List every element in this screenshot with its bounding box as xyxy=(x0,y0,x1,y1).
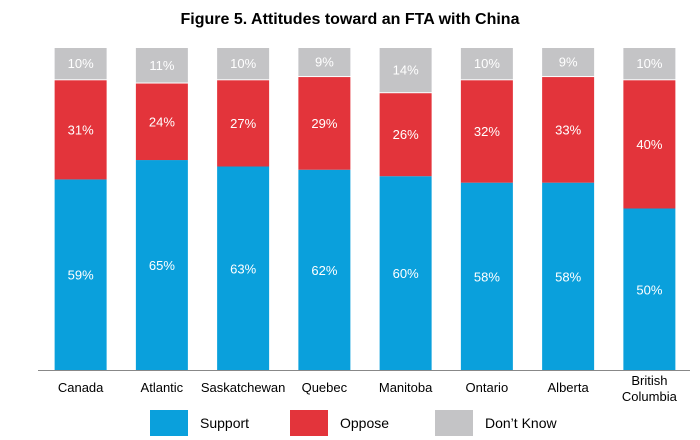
data-label: 58% xyxy=(555,269,581,284)
x-tick-label: Manitoba xyxy=(379,380,433,395)
bar-segment-don-t-know-ontario xyxy=(460,48,513,80)
x-tick-label: British Columbia xyxy=(622,373,678,404)
data-label: 10% xyxy=(474,56,500,71)
data-label: 26% xyxy=(393,127,419,142)
bar-segment-support-quebec xyxy=(298,169,351,370)
data-label: 40% xyxy=(636,137,662,152)
bar-segment-support-british-columbia xyxy=(623,208,676,370)
bar-segment-don-t-know-alberta xyxy=(542,48,595,77)
bar-segment-support-canada xyxy=(54,179,107,370)
data-label: 60% xyxy=(393,266,419,281)
bar-segment-support-saskatchewan xyxy=(217,166,270,370)
bar-segment-oppose-canada xyxy=(54,80,107,180)
data-label: 31% xyxy=(68,122,94,137)
bar-segment-support-alberta xyxy=(542,182,595,370)
bar-segment-don-t-know-british-columbia xyxy=(623,48,676,80)
data-label: 27% xyxy=(230,116,256,131)
bar-segment-oppose-ontario xyxy=(460,80,513,183)
x-tick-label: Quebec xyxy=(302,380,348,395)
data-label: 9% xyxy=(315,55,334,70)
legend-label: Don’t Know xyxy=(485,415,557,431)
x-tick-label: Alberta xyxy=(548,380,590,395)
bar-segment-oppose-quebec xyxy=(298,77,351,170)
bars-layer: 59% 31% 10% 65% 24% 11% 63% 27% 10% 62% 29% 9% 60% 26… xyxy=(54,48,676,370)
bar-segment-don-t-know-canada xyxy=(54,48,107,80)
data-label: 24% xyxy=(149,114,175,129)
bar-segment-oppose-saskatchewan xyxy=(217,80,270,167)
data-label: 62% xyxy=(311,263,337,278)
bar-segment-support-atlantic xyxy=(135,160,188,370)
bar-segment-support-manitoba xyxy=(379,176,432,370)
data-label: 10% xyxy=(230,56,256,71)
bar-segment-oppose-alberta xyxy=(542,77,595,183)
legend-label: Support xyxy=(200,415,249,431)
legend-swatch xyxy=(435,410,473,436)
legend-swatch xyxy=(290,410,328,436)
data-label: 10% xyxy=(636,56,662,71)
x-tick-labels: Canada Atlantic Saskatchewan Quebec Manitoba… xyxy=(58,373,678,404)
bar-segment-don-t-know-quebec xyxy=(298,48,351,77)
data-label: 10% xyxy=(68,56,94,71)
data-label: 65% xyxy=(149,258,175,273)
data-label: 50% xyxy=(636,282,662,297)
bar-segment-oppose-british-columbia xyxy=(623,80,676,209)
data-label: 63% xyxy=(230,261,256,276)
x-tick-label: Ontario xyxy=(466,380,509,395)
data-label: 11% xyxy=(149,58,174,73)
data-label: 59% xyxy=(68,268,94,283)
legend-label: Oppose xyxy=(340,415,389,431)
data-label: 9% xyxy=(559,55,578,70)
chart-title: Figure 5. Attitudes toward an FTA with C… xyxy=(181,11,520,28)
bar-segment-oppose-manitoba xyxy=(379,93,432,177)
data-label: 33% xyxy=(555,122,581,137)
bar-segment-don-t-know-saskatchewan xyxy=(217,48,270,80)
data-label: 32% xyxy=(474,124,500,139)
legend-swatch xyxy=(150,410,188,436)
legend: Support Oppose Don’t Know xyxy=(150,410,557,436)
data-label: 29% xyxy=(311,116,337,131)
bar-segment-don-t-know-atlantic xyxy=(135,48,188,83)
data-label: 58% xyxy=(474,269,500,284)
x-tick-label: Saskatchewan xyxy=(201,380,286,395)
x-tick-label: Canada xyxy=(58,380,104,395)
bar-segment-don-t-know-manitoba xyxy=(379,48,432,93)
bar-segment-oppose-atlantic xyxy=(135,83,188,161)
bar-segment-support-ontario xyxy=(460,182,513,370)
data-label: 14% xyxy=(393,63,419,78)
x-tick-label: Atlantic xyxy=(141,380,184,395)
